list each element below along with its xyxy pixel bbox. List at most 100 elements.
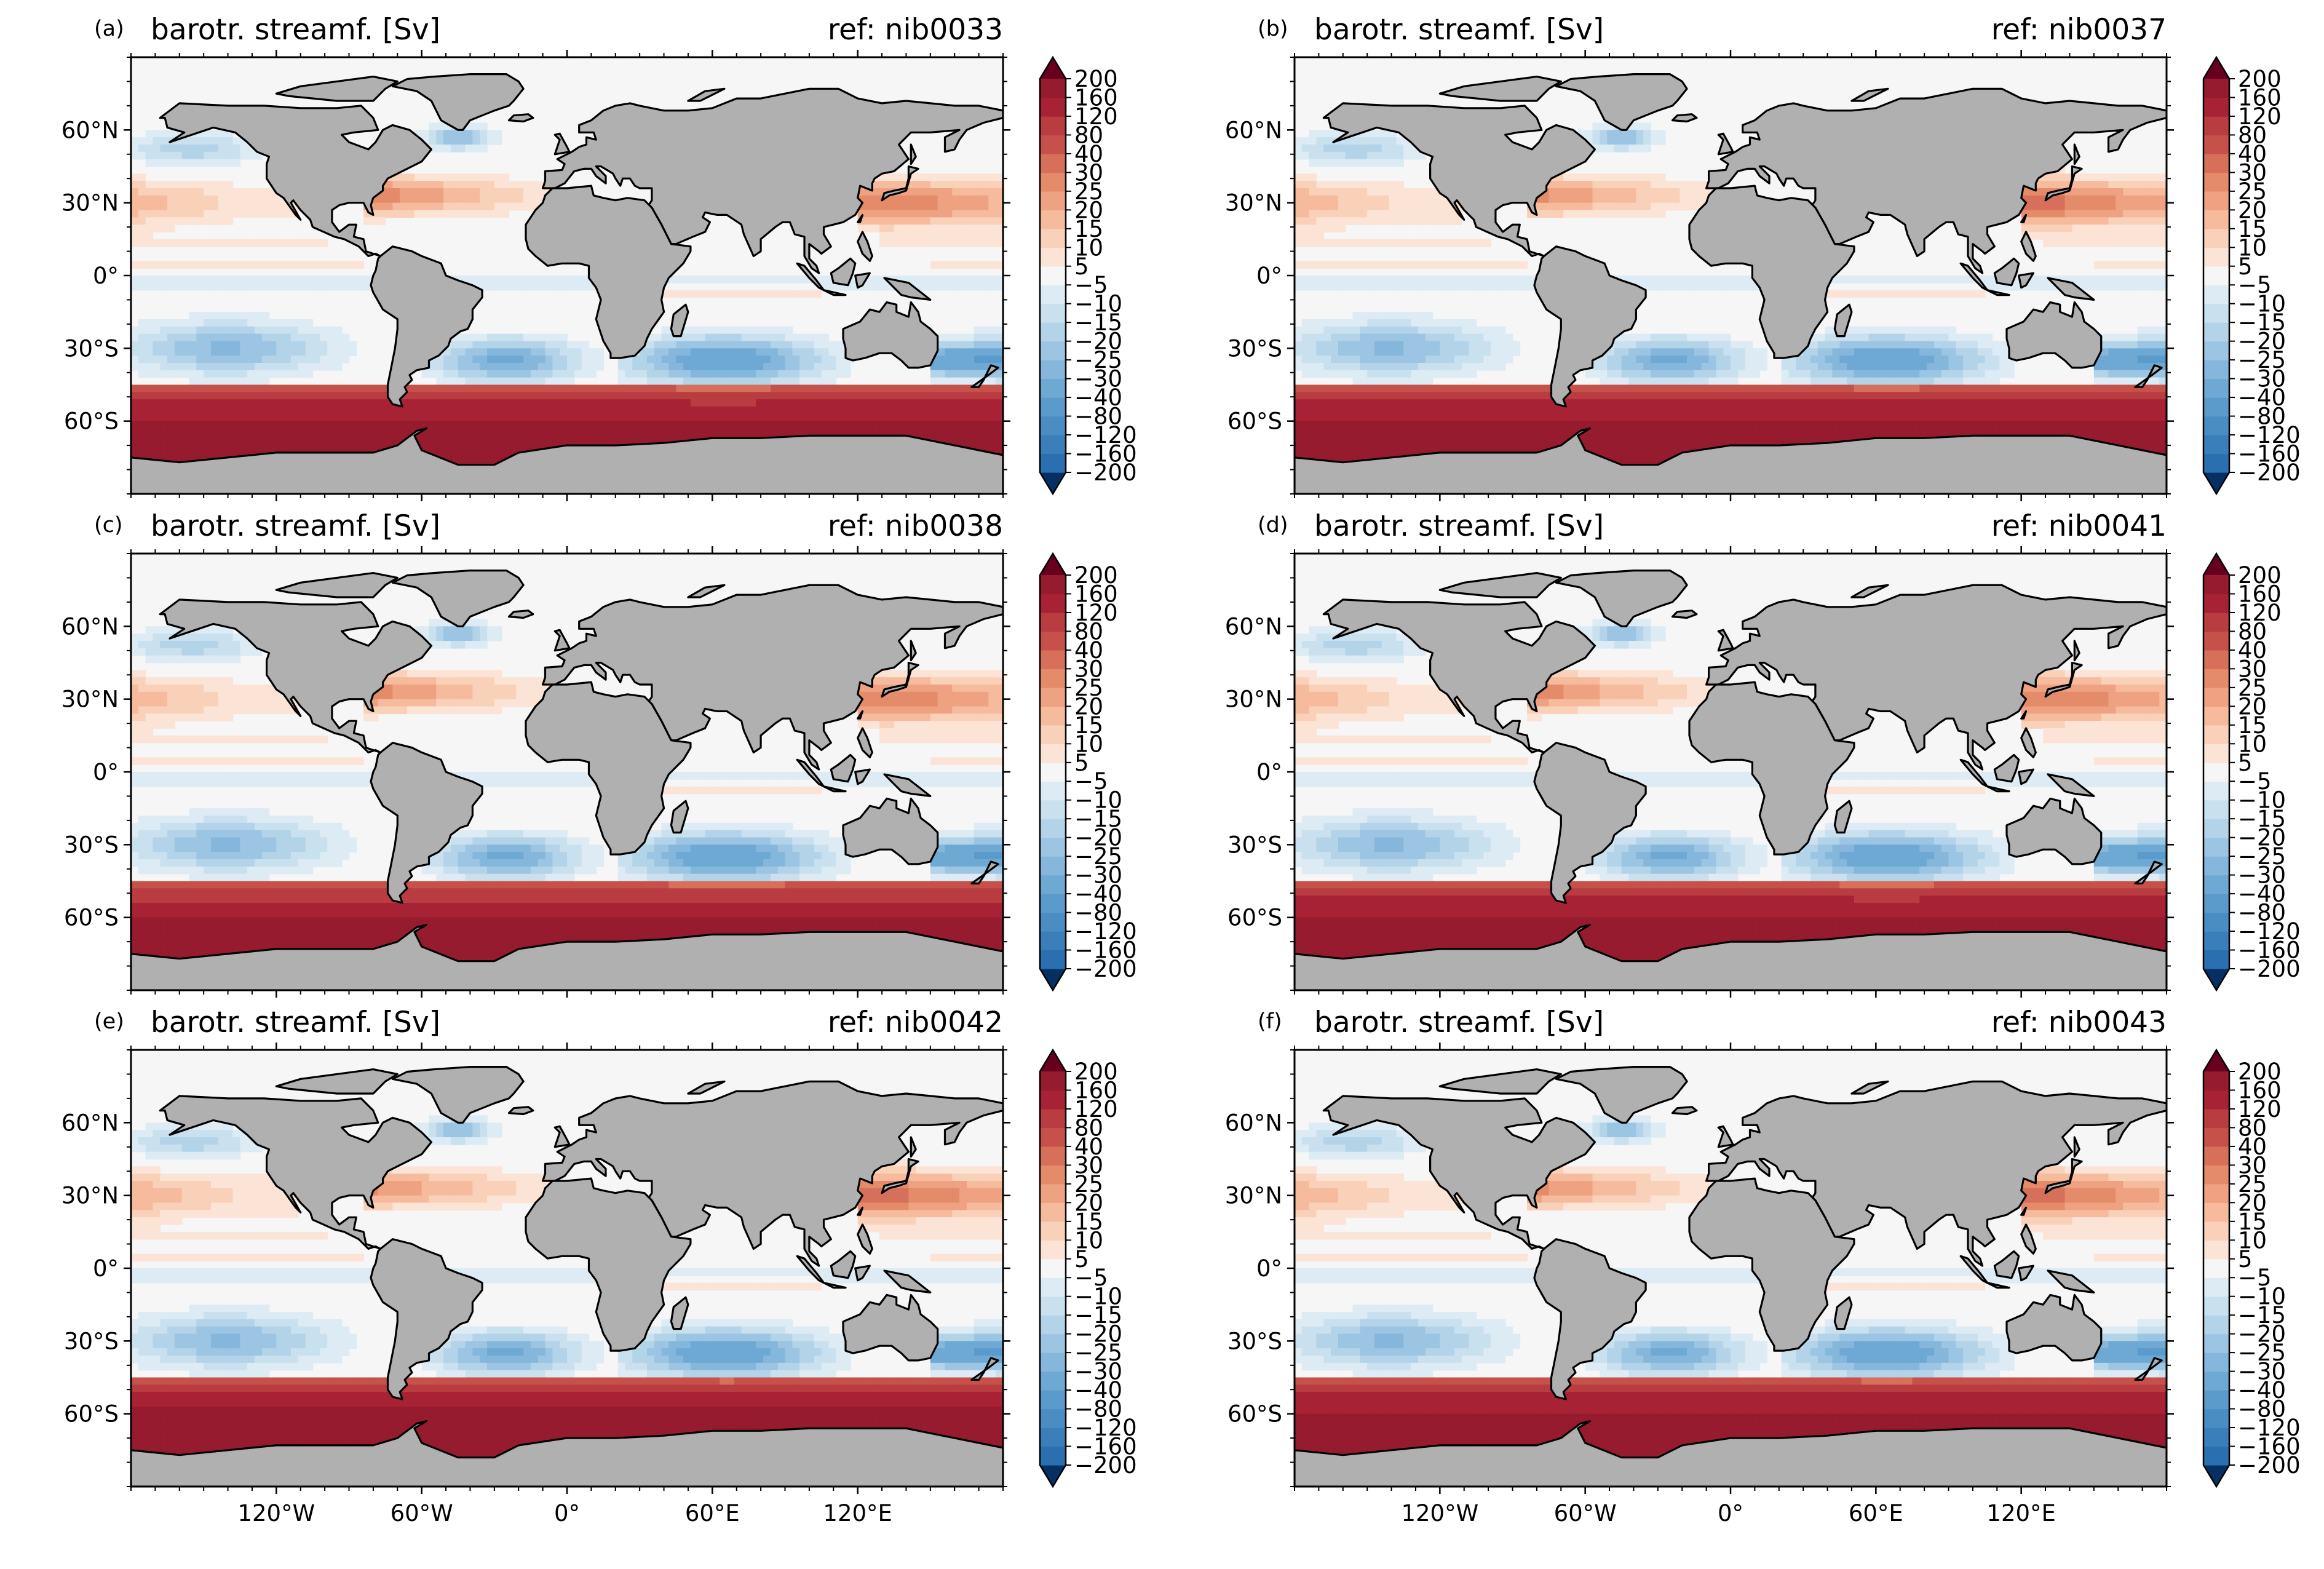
field-cell — [996, 443, 1003, 451]
field-cell — [756, 348, 764, 356]
field-cell — [1440, 326, 1448, 335]
field-cell — [894, 428, 902, 437]
field-cell — [131, 261, 139, 269]
field-cell — [480, 145, 488, 153]
field-cell — [443, 370, 451, 378]
field-cell — [298, 443, 306, 451]
field-cell — [908, 392, 916, 400]
field-cell — [436, 356, 444, 363]
field-cell — [726, 326, 735, 335]
field-cell — [378, 413, 386, 422]
field-cell — [225, 333, 234, 342]
field-cell — [886, 217, 895, 225]
field-cell — [806, 399, 815, 407]
field-cell — [480, 122, 488, 131]
field-cell — [661, 370, 670, 378]
field-cell — [850, 392, 859, 400]
field-cell — [828, 348, 837, 356]
field-cell — [472, 137, 480, 145]
field-cell — [436, 370, 444, 378]
field-cell — [814, 392, 822, 400]
field-cell — [777, 377, 786, 386]
field-cell — [414, 421, 422, 429]
field-cell — [254, 202, 263, 211]
field-cell — [930, 407, 938, 415]
field-cell — [138, 239, 146, 247]
field-cell — [930, 392, 938, 400]
field-cell — [516, 363, 524, 371]
field-cell — [153, 239, 161, 247]
land-polygon — [370, 245, 483, 408]
field-cell — [1440, 239, 1448, 247]
field-cell — [312, 443, 321, 451]
field-cell — [1520, 261, 1528, 269]
field-cell — [160, 384, 168, 393]
field-cell — [821, 341, 830, 349]
field-cell — [138, 384, 146, 393]
field-cell — [494, 188, 502, 196]
field-cell — [865, 421, 873, 429]
field-cell — [1651, 348, 1659, 356]
field-cell — [574, 421, 582, 429]
field-cell — [785, 356, 793, 363]
field-cell — [886, 173, 895, 181]
field-cell — [974, 341, 982, 349]
field-cell — [494, 210, 502, 218]
field-cell — [218, 370, 226, 378]
field-cell — [974, 392, 982, 400]
field-cell — [167, 348, 175, 356]
field-cell — [959, 421, 967, 429]
field-cell — [516, 195, 524, 204]
field-cell — [204, 356, 212, 363]
field-cell — [523, 195, 531, 204]
field-cell — [131, 151, 139, 160]
field-cell — [1345, 151, 1354, 160]
field-cell — [1367, 151, 1375, 160]
field-cell — [1403, 217, 1411, 225]
field-cell — [1309, 261, 1317, 269]
field-cell — [494, 399, 502, 407]
field-cell — [836, 407, 844, 415]
field-cell — [341, 333, 350, 342]
field-cell — [1483, 341, 1491, 349]
field-cell — [1425, 312, 1434, 320]
field-cell — [210, 333, 219, 342]
field-cell — [654, 407, 662, 415]
field-cell — [705, 407, 713, 415]
field-cell — [298, 392, 306, 400]
field-cell — [443, 407, 451, 415]
field-cell — [712, 356, 720, 363]
field-cell — [225, 407, 234, 415]
y-tick-label: 30°N — [61, 190, 119, 216]
field-cell — [189, 428, 197, 437]
field-cell — [836, 421, 844, 429]
field-cell — [1476, 239, 1485, 247]
field-cell — [480, 181, 488, 189]
field-cell — [407, 202, 415, 211]
field-cell — [1832, 290, 1841, 298]
field-cell — [516, 421, 524, 429]
field-cell — [763, 384, 771, 393]
field-cell — [1933, 333, 1942, 342]
field-cell — [974, 181, 982, 189]
field-cell — [225, 363, 234, 371]
field-cell — [1389, 181, 1397, 189]
field-cell — [131, 356, 139, 363]
field-cell — [247, 348, 255, 356]
field-cell — [581, 413, 590, 422]
field-cell — [537, 370, 546, 378]
field-cell — [1301, 224, 1310, 232]
field-cell — [145, 239, 154, 247]
field-cell — [320, 443, 328, 451]
field-cell — [843, 399, 851, 407]
field-cell — [1607, 195, 1615, 204]
field-cell — [1309, 276, 1317, 284]
field-cell — [480, 370, 488, 378]
field-cell — [305, 239, 314, 247]
field-cell — [2108, 217, 2117, 225]
field-cell — [552, 363, 560, 371]
field-cell — [1345, 348, 1354, 356]
field-cell — [770, 348, 779, 356]
field-cell — [1854, 348, 1862, 356]
field-cell — [1374, 326, 1382, 335]
